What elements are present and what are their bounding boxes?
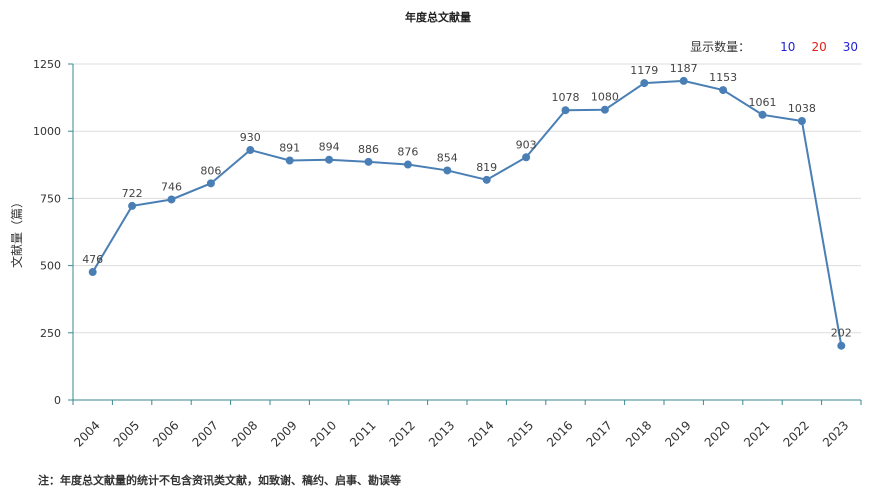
data-label: 886 (358, 143, 379, 156)
data-labels: 476 722 746 806 930 891 894 886 876 854 819 903 1078… (82, 62, 852, 340)
x-tick-label: 2013 (426, 418, 457, 449)
x-tick-label: 2007 (190, 418, 221, 449)
display-count-10-option[interactable]: 10 (780, 39, 796, 54)
x-tick-label: 2017 (584, 418, 615, 449)
data-points (88, 76, 846, 350)
data-point (88, 268, 97, 277)
data-point (246, 146, 255, 155)
x-tick-label: 2006 (150, 418, 181, 449)
y-tick-label: 250 (40, 327, 61, 340)
data-point (561, 106, 570, 115)
y-axis-ticks: 0 250 500 750 1000 1250 (33, 58, 73, 407)
data-label: 819 (476, 161, 497, 174)
grid-lines (73, 63, 861, 334)
y-tick-label: 0 (54, 394, 61, 407)
x-tick-label: 2022 (781, 418, 812, 449)
series (91, 79, 843, 346)
display-count-label: 显示数量： (690, 40, 751, 54)
data-label: 854 (437, 151, 458, 164)
x-tick-label: 2020 (702, 418, 733, 449)
x-tick-label: 2019 (662, 418, 693, 449)
data-point (443, 166, 452, 175)
data-point (758, 110, 767, 119)
x-tick-label: 2014 (465, 418, 496, 449)
data-label: 476 (82, 253, 103, 266)
data-point (285, 156, 294, 165)
x-tick-label: 2021 (741, 418, 772, 449)
display-count-20-option[interactable]: 20 (811, 39, 827, 54)
data-label: 894 (319, 141, 340, 154)
data-label: 202 (831, 327, 852, 340)
x-tick-label: 2011 (347, 418, 378, 449)
data-point (128, 201, 137, 210)
data-label: 1061 (749, 96, 777, 109)
chart-title: 年度总文献量 (405, 11, 471, 24)
data-point (640, 79, 649, 88)
data-label: 722 (122, 187, 143, 200)
data-label: 1187 (670, 62, 698, 75)
x-tick-label: 2010 (308, 418, 339, 449)
data-point (167, 195, 176, 204)
data-point (600, 105, 609, 114)
data-label: 1153 (709, 71, 737, 84)
data-point (679, 76, 688, 85)
display-count-selector: 显示数量： 10 20 30 (690, 38, 858, 55)
data-label: 806 (200, 164, 221, 177)
x-tick-label: 2009 (268, 418, 299, 449)
data-point (837, 341, 846, 350)
x-tick-label: 2016 (544, 418, 575, 449)
y-tick-label: 1250 (33, 58, 61, 71)
y-tick-label: 1000 (33, 125, 61, 138)
data-label: 876 (397, 146, 418, 159)
y-tick-label: 750 (40, 192, 61, 205)
display-count-30-option[interactable]: 30 (842, 39, 858, 54)
data-point (482, 175, 491, 184)
x-tick-label: 2023 (820, 418, 851, 449)
data-point (325, 155, 334, 164)
x-tick-label: 2015 (505, 418, 536, 449)
footnote: 注：年度总文献量的统计不包含资讯类文献，如致谢、稿约、启事、勘误等 (38, 474, 401, 487)
data-point (206, 179, 215, 188)
x-tick-label: 2008 (229, 418, 260, 449)
data-label: 1078 (552, 91, 580, 104)
y-axis-label: 文献量（篇） (9, 196, 24, 268)
x-tick-label: 2012 (387, 418, 418, 449)
data-label: 1179 (630, 64, 658, 77)
data-label: 746 (161, 180, 182, 193)
y-tick-label: 500 (40, 260, 61, 273)
data-label: 903 (516, 138, 537, 151)
x-tick-label: 2004 (71, 418, 102, 449)
data-point (797, 116, 806, 125)
axes (72, 64, 861, 401)
data-point (364, 157, 373, 166)
x-axis-ticks: 2004 2005 2006 2007 2008 2009 2010 2011 2012 2013… (71, 400, 862, 450)
x-tick-label: 2005 (111, 418, 142, 449)
data-label: 930 (240, 131, 261, 144)
data-label: 891 (279, 141, 300, 154)
data-label: 1080 (591, 91, 619, 104)
data-point (403, 160, 412, 169)
data-point (522, 153, 531, 162)
data-point (719, 86, 728, 95)
data-label: 1038 (788, 102, 816, 115)
series-line (91, 79, 843, 346)
x-tick-label: 2018 (623, 418, 654, 449)
